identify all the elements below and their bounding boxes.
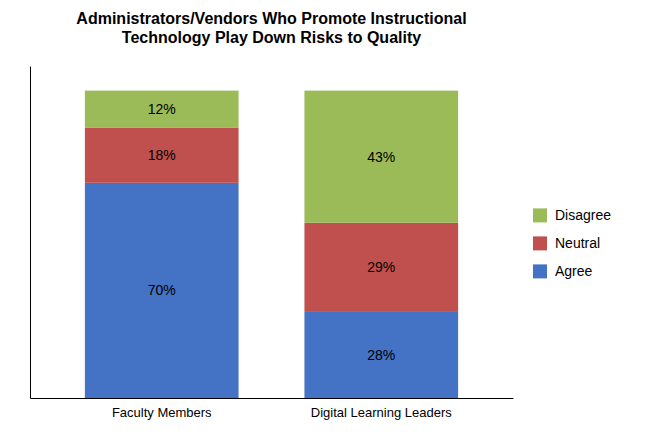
legend-item: Disagree [533,207,611,223]
plot: 70% 28% 18% 29% 12% 43% Faculty Members Digital… [31,67,514,421]
bars [85,91,458,398]
x-tick: Faculty Members [112,398,212,420]
bar [85,91,239,128]
x-tick: Digital Learning Leaders [311,398,452,420]
title: Administrators/Vendors Who Promote Instr… [76,10,466,46]
x-tick-label: Faculty Members [112,405,212,420]
bar [304,312,458,398]
legend-item: Neutral [533,235,600,251]
legend-item: Agree [533,263,593,279]
data-label: 18% [148,147,176,163]
data-labels: 70% 28% 18% 29% 12% 43% [148,101,396,363]
legend: Disagree Neutral Agree [533,207,611,279]
data-label: 28% [367,347,395,363]
bar [304,223,458,312]
bar [85,127,239,182]
bar [304,91,458,223]
data-label: 12% [148,101,176,117]
legend-label: Neutral [555,235,600,251]
x-axis-line [31,398,514,399]
data-label: 70% [148,282,176,298]
y-axis-line [30,67,31,399]
x-axis: Faculty Members Digital Learning Leaders [31,398,514,420]
legend-swatch [533,236,547,250]
legend-label: Disagree [555,207,611,223]
series-bars [85,91,458,223]
legend-swatch [533,264,547,278]
bar [85,183,239,398]
y-axis [30,67,31,399]
chart: Administrators/Vendors Who Promote Instr… [0,0,663,438]
x-tick-label: Digital Learning Leaders [311,405,452,420]
data-label: 29% [367,259,395,275]
data-label: 43% [367,149,395,165]
legend-swatch [533,208,547,222]
legend-label: Agree [555,263,593,279]
